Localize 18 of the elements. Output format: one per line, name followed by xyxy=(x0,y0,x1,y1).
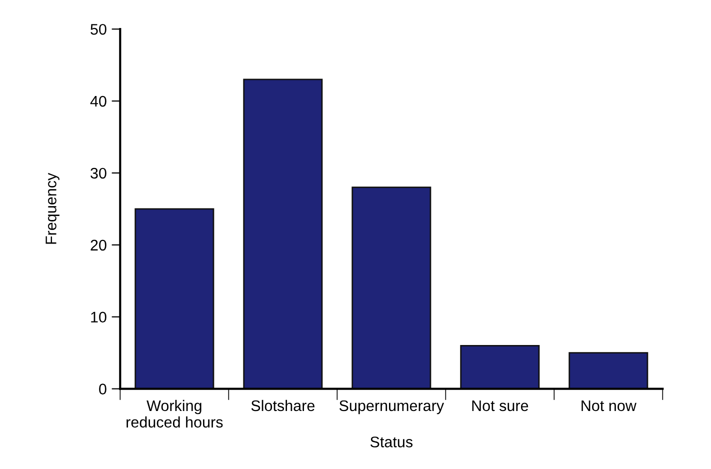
x-tick-label: Supernumerary xyxy=(339,400,444,414)
y-tick-label: 10 xyxy=(91,312,106,323)
x-axis-title: Status xyxy=(370,436,413,448)
bar xyxy=(243,78,323,389)
bar xyxy=(568,352,648,389)
x-tick-label: Slotshare xyxy=(251,400,314,412)
y-tick-label: 40 xyxy=(90,96,106,107)
y-tick-label: 30 xyxy=(90,168,106,179)
x-tick-label: Working reduced hours xyxy=(126,400,223,428)
y-axis-title: Frequency xyxy=(46,172,60,244)
y-tick-label: 50 xyxy=(90,24,106,35)
bar xyxy=(134,208,214,389)
bar xyxy=(460,344,540,389)
y-tick-label: 0 xyxy=(99,384,106,394)
bar xyxy=(352,186,432,389)
x-tick-label: Not now xyxy=(582,400,636,412)
y-tick-label: 20 xyxy=(90,240,106,251)
x-tick-label: Not sure xyxy=(472,400,528,412)
